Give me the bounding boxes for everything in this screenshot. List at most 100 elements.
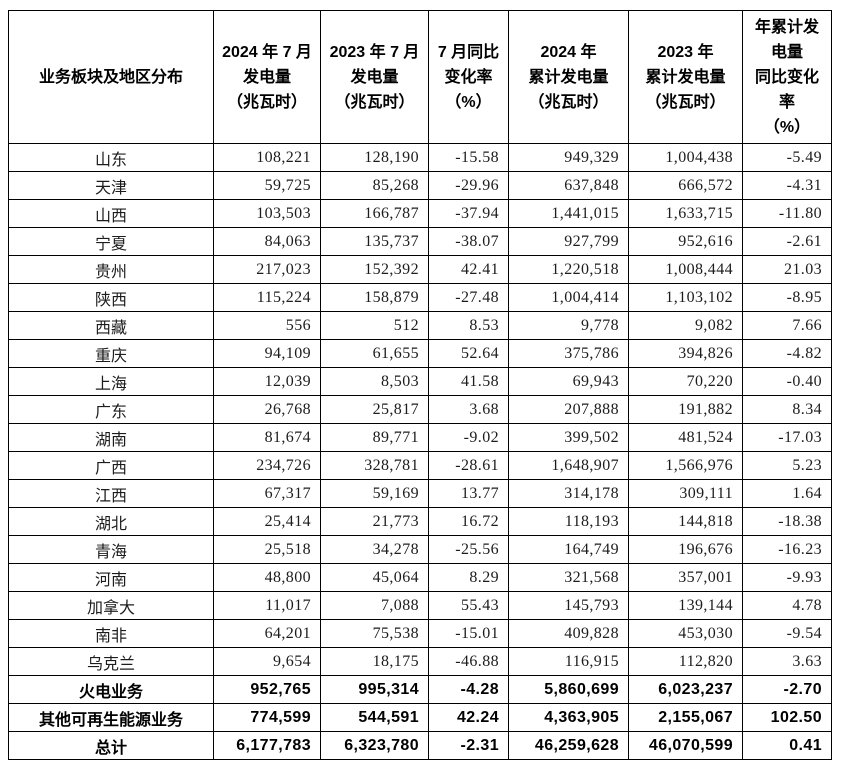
row-label: 湖北 [8,507,214,536]
table-cell: 6,023,237 [628,675,743,704]
table-cell: 81,674 [213,423,321,452]
row-label: 湖南 [8,423,214,452]
table-cell: 1,220,518 [508,255,629,284]
table-cell: 9,778 [508,311,629,340]
table-cell: 21,773 [320,507,429,536]
row-label: 陕西 [8,283,214,312]
header-row: 业务板块及地区分布 2024 年 7 月 发电量 （兆瓦时） 2023 年 7 … [8,10,832,144]
table-cell: 399,502 [508,423,629,452]
table-cell: -4.28 [428,675,509,704]
table-row: 广西 234,726 328,781 -28.61 1,648,907 1,566,976… [8,451,832,480]
row-label: 乌克兰 [8,647,214,676]
table-cell: 1,648,907 [508,451,629,480]
table-cell: 217,023 [213,255,321,284]
table-cell: -38.07 [428,227,509,256]
table-cell: 952,616 [628,227,743,256]
table-cell: 85,268 [320,171,429,200]
table-cell: 166,787 [320,199,429,228]
table-cell: -37.94 [428,199,509,228]
row-label: 重庆 [8,339,214,368]
row-label: 山东 [8,143,214,172]
table-cell: 108,221 [213,143,321,172]
table-cell: 116,915 [508,647,629,676]
table-cell: 314,178 [508,479,629,508]
table-cell: 4.78 [742,591,832,620]
table-cell: 375,786 [508,339,629,368]
table-cell: 1.64 [742,479,832,508]
table-cell: 207,888 [508,395,629,424]
table-cell: 3.63 [742,647,832,676]
table-cell: -8.95 [742,283,832,312]
table-cell: 13.77 [428,479,509,508]
table-cell: -17.03 [742,423,832,452]
table-cell: 328,781 [320,451,429,480]
table-cell: 115,224 [213,283,321,312]
column-header-segment-region: 业务板块及地区分布 [8,10,214,144]
table-row: 天津 59,725 85,268 -29.96 637,848 666,572 -4.31 [8,171,832,200]
table-row: 上海 12,039 8,503 41.58 69,943 70,220 -0.40 [8,367,832,396]
row-label: 广东 [8,395,214,424]
table-cell: 309,111 [628,479,743,508]
table-cell: 46,070,599 [628,731,743,760]
table-cell: 1,103,102 [628,283,743,312]
table-cell: 48,800 [213,563,321,592]
table-cell: -15.01 [428,619,509,648]
power-generation-table: 业务板块及地区分布 2024 年 7 月 发电量 （兆瓦时） 2023 年 7 … [8,10,832,760]
table-cell: 8,503 [320,367,429,396]
table-cell: 25,817 [320,395,429,424]
table-cell: 59,169 [320,479,429,508]
table-cell: 112,820 [628,647,743,676]
table-cell: 52.64 [428,339,509,368]
table-cell: 2,155,067 [628,703,743,732]
table-cell: 191,882 [628,395,743,424]
table-cell: 144,818 [628,507,743,536]
table-cell: 9,654 [213,647,321,676]
table-cell: 69,943 [508,367,629,396]
table-cell: 666,572 [628,171,743,200]
table-cell: 8.29 [428,563,509,592]
table-cell: -5.49 [742,143,832,172]
table-cell: 6,177,783 [213,731,321,760]
table-cell: 1,008,444 [628,255,743,284]
table-row: 乌克兰 9,654 18,175 -46.88 116,915 112,820 3.63 [8,647,832,676]
table-cell: 3.68 [428,395,509,424]
table-row: 青海 25,518 34,278 -25.56 164,749 196,676 -16.23 [8,535,832,564]
row-label: 宁夏 [8,227,214,256]
table-cell: 357,001 [628,563,743,592]
table-cell: 59,725 [213,171,321,200]
table-cell: 7,088 [320,591,429,620]
table-cell: 158,879 [320,283,429,312]
table-row: 加拿大 11,017 7,088 55.43 145,793 139,144 4.78 [8,591,832,620]
table-cell: 46,259,628 [508,731,629,760]
table-cell: 8.34 [742,395,832,424]
table-cell: 45,064 [320,563,429,592]
table-cell: 84,063 [213,227,321,256]
column-header-cumulative-2023: 2023 年 累计发电量 （兆瓦时） [628,10,743,144]
table-row: 宁夏 84,063 135,737 -38.07 927,799 952,616 -2.61 [8,227,832,256]
table-row: 湖北 25,414 21,773 16.72 118,193 144,818 -18.38 [8,507,832,536]
table-cell: 41.58 [428,367,509,396]
table-cell: 103,503 [213,199,321,228]
table-cell: 25,518 [213,535,321,564]
table-cell: 118,193 [508,507,629,536]
table-cell: 75,538 [320,619,429,648]
summary-row: 总计 6,177,783 6,323,780 -2.31 46,259,628 46,07… [8,731,832,760]
table-cell: 995,314 [320,675,429,704]
table-cell: 16.72 [428,507,509,536]
table-cell: -16.23 [742,535,832,564]
table-cell: 637,848 [508,171,629,200]
table-cell: 26,768 [213,395,321,424]
column-header-jul-2024-generation: 2024 年 7 月 发电量 （兆瓦时） [213,10,321,144]
table-cell: 556 [213,311,321,340]
row-label: 西藏 [8,311,214,340]
table-cell: 949,329 [508,143,629,172]
table-cell: 34,278 [320,535,429,564]
table-cell: 394,826 [628,339,743,368]
table-cell: 1,004,414 [508,283,629,312]
table-cell: -46.88 [428,647,509,676]
table-cell: 774,599 [213,703,321,732]
table-cell: 6,323,780 [320,731,429,760]
table-cell: 8.53 [428,311,509,340]
table-cell: -2.70 [742,675,832,704]
column-header-cumulative-2024: 2024 年 累计发电量 （兆瓦时） [508,10,629,144]
